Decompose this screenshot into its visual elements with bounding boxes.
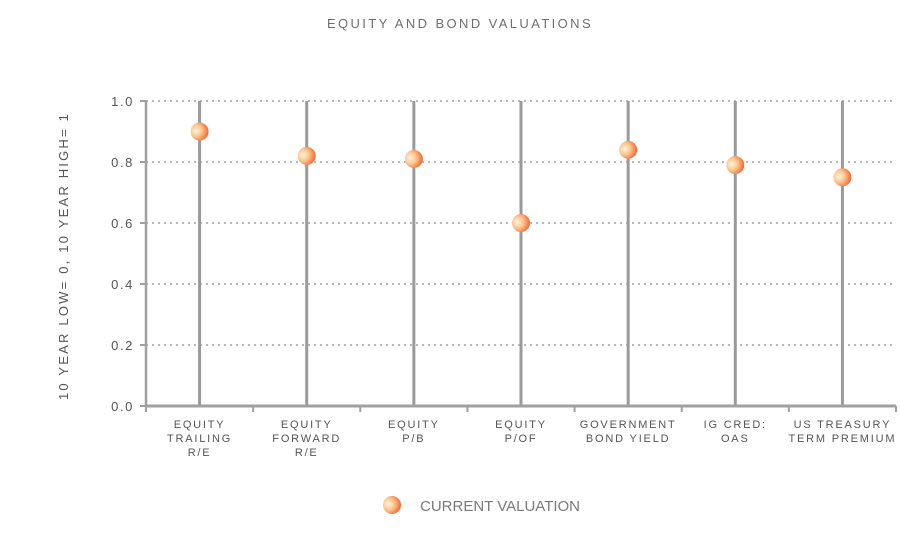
x-tick-label-line: R/E xyxy=(188,447,212,459)
data-point xyxy=(512,214,530,232)
category-stems xyxy=(198,101,844,406)
x-tick-label-line: EQUITY xyxy=(281,419,333,431)
y-tick-label: 1.0 xyxy=(111,94,134,109)
data-point xyxy=(297,146,316,165)
x-tick-label-line: BOND YIELD xyxy=(586,433,670,445)
data-point xyxy=(833,168,852,187)
y-tick-label: 0.0 xyxy=(111,399,134,414)
grid-lines xyxy=(140,100,896,407)
y-axis-label: 10 YEAR LOW= 0, 10 YEAR HIGH= 1 xyxy=(56,112,71,400)
data-points xyxy=(190,122,852,232)
legend-label: CURRENT VALUATION xyxy=(420,498,580,515)
x-tick-label-line: GOVERNMENT xyxy=(580,419,677,431)
y-tick-label: 0.8 xyxy=(111,155,134,170)
y-tick-label: 0.4 xyxy=(111,277,134,292)
x-tick-label-line: OAS xyxy=(721,433,750,445)
x-tick-label: EQUITY P/B xyxy=(388,419,440,445)
x-tick-label: EQUITY FORWARD R/E xyxy=(272,419,341,459)
x-tick-label-line: R/E xyxy=(295,447,319,459)
y-tick-label: 0.2 xyxy=(111,338,134,353)
legend-marker xyxy=(383,496,401,514)
data-point xyxy=(726,156,745,175)
x-tick-label-line: EQUITY xyxy=(388,419,440,431)
x-tick-label: GOVERNMENT BOND YIELD xyxy=(580,419,677,445)
x-tick-labels: EQUITY TRAILING R/E EQUITY FORWARD R/E EQUITY P… xyxy=(167,419,897,459)
y-tick-labels: 0.0 0.2 0.4 0.6 0.8 1.0 xyxy=(111,94,134,414)
x-tick-label-line: TERM PREMIUM xyxy=(789,433,897,445)
x-tick-label-line: FORWARD xyxy=(272,433,341,445)
data-point xyxy=(190,122,209,141)
x-tick-label-line: TRAILING xyxy=(167,433,232,445)
data-point xyxy=(619,140,638,159)
legend: CURRENT VALUATION xyxy=(383,496,580,515)
data-point xyxy=(404,149,423,168)
x-tick-label-line: P/B xyxy=(402,433,425,445)
chart-title: EQUITY AND BOND VALUATIONS xyxy=(327,16,593,31)
x-tick-label: IG CRED: OAS xyxy=(704,419,767,445)
x-tick-label-line: EQUITY xyxy=(495,419,547,431)
x-tick-label: EQUITY TRAILING R/E xyxy=(167,419,232,459)
x-tick-label: EQUITY P/OF xyxy=(495,419,547,445)
axes xyxy=(144,101,897,412)
y-tick-label: 0.6 xyxy=(111,216,134,231)
x-tick-label-line: P/OF xyxy=(505,433,538,445)
x-tick-label: US TREASURY TERM PREMIUM xyxy=(789,419,897,445)
x-tick-label-line: IG CRED: xyxy=(704,419,767,431)
x-tick-label-line: EQUITY xyxy=(174,419,226,431)
x-tick-label-line: US TREASURY xyxy=(794,419,892,431)
